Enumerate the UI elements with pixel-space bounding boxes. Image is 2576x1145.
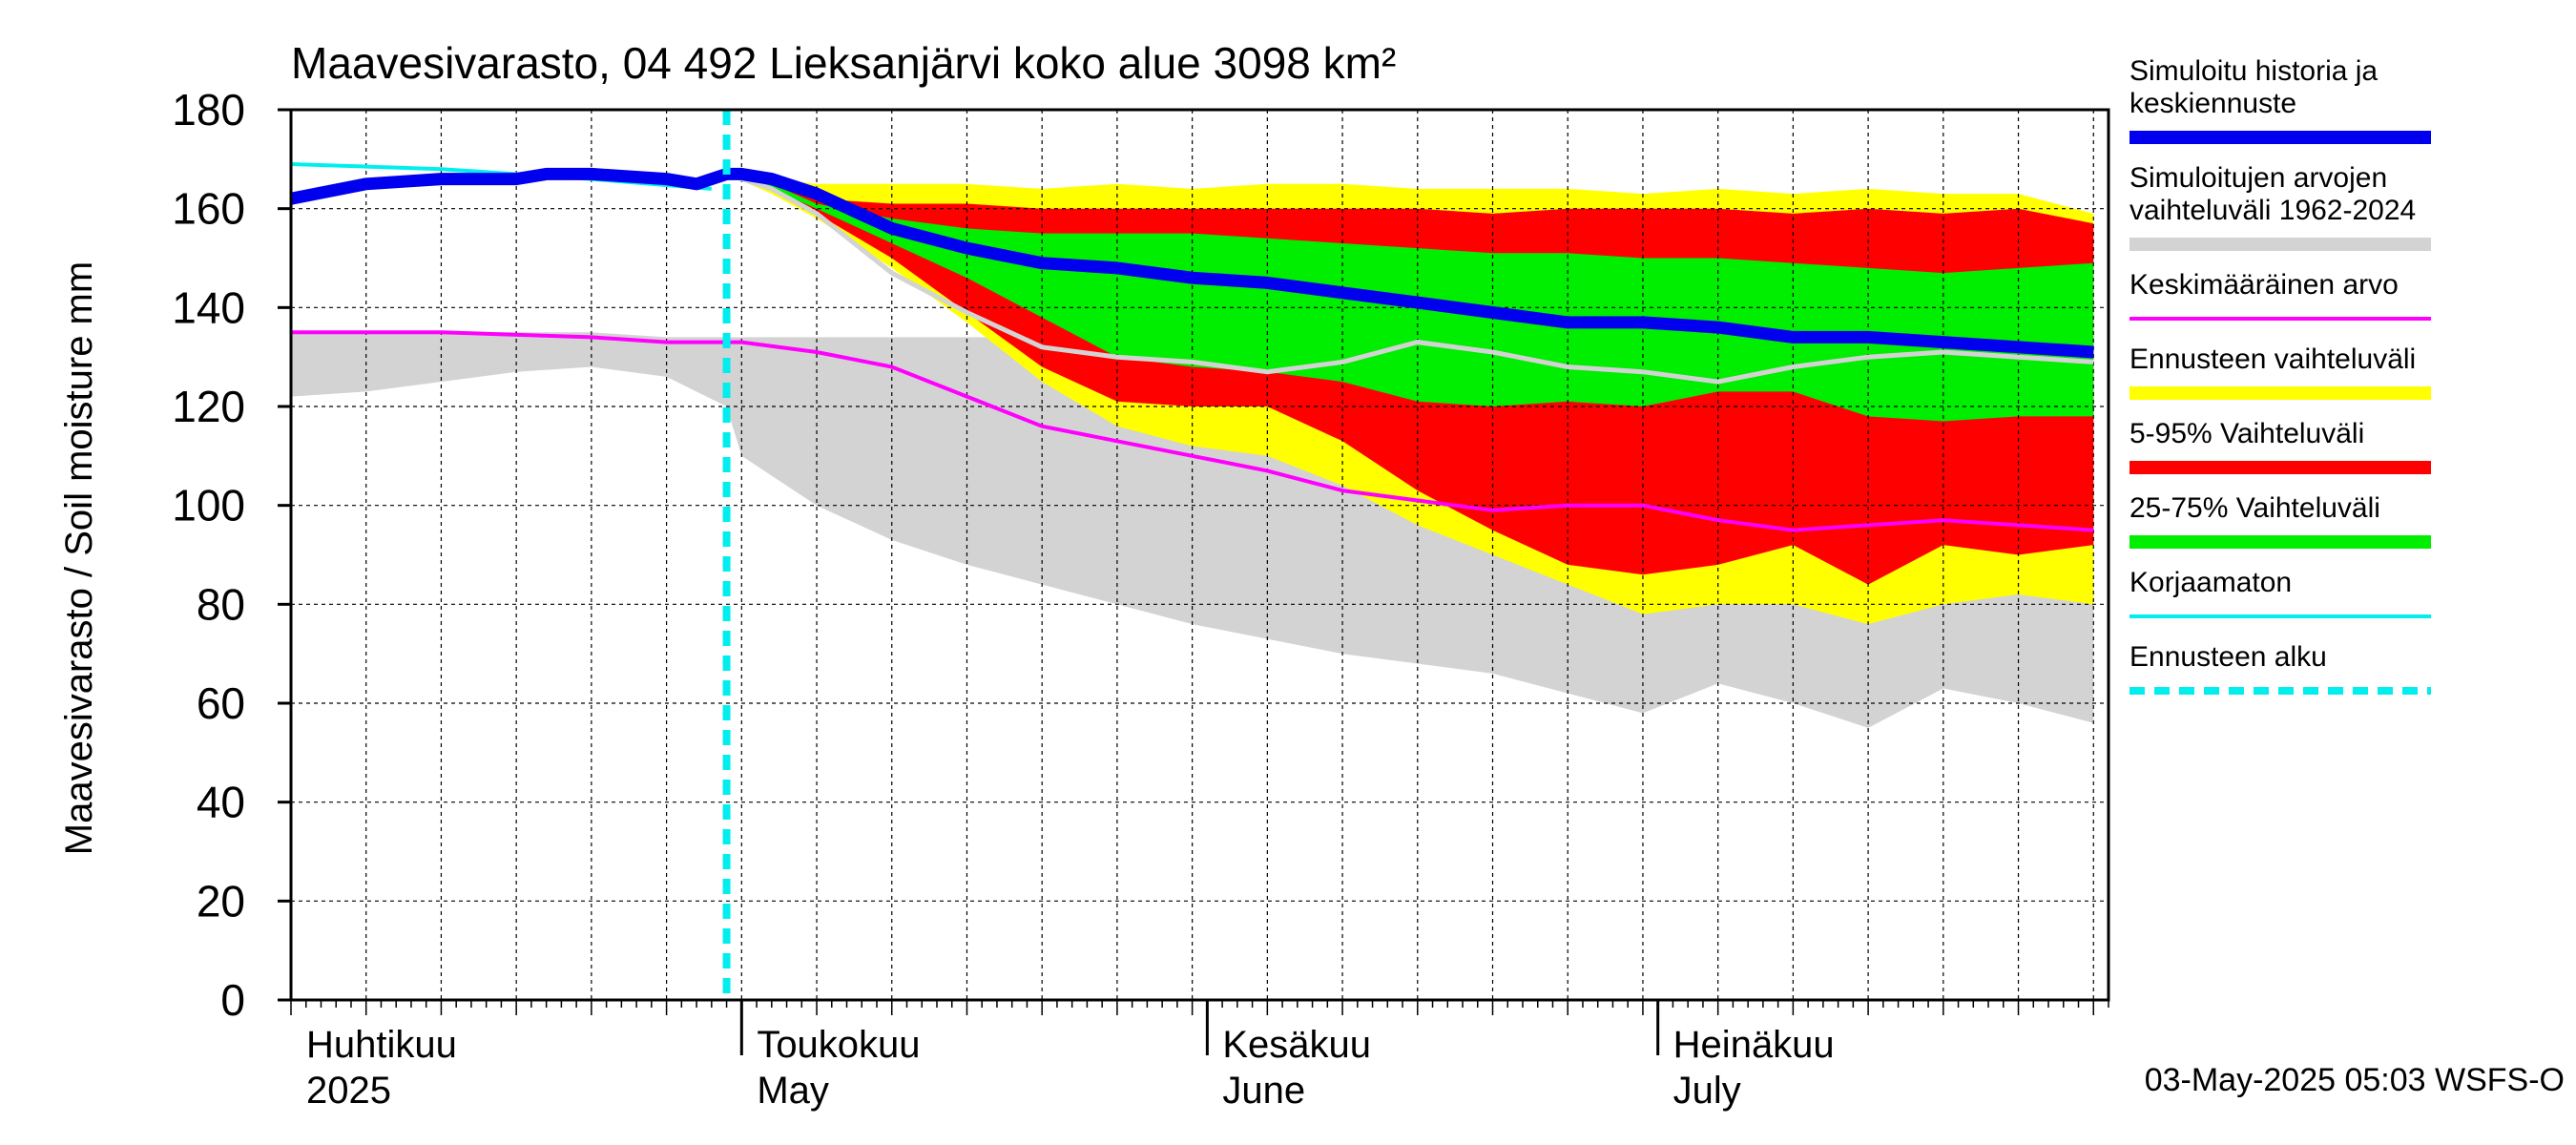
month-label-fi-2: Kesäkuu [1222, 1024, 1371, 1066]
chart-title: Maavesivarasto, 04 492 Lieksanjärvi koko… [291, 38, 1396, 88]
footer-timestamp: 03-May-2025 05:03 WSFS-O [2145, 1062, 2565, 1098]
month-label-en-3: July [1673, 1070, 1741, 1112]
y-axis-label: Maavesivarasto / Soil moisture mm [58, 261, 100, 855]
legend-label-uncorrected-0: Korjaamaton [2129, 567, 2292, 598]
month-label-en-2: June [1222, 1070, 1305, 1112]
y-tick-label-40: 40 [197, 778, 245, 827]
y-tick-label-120: 120 [172, 382, 245, 431]
month-label-en-0: 2025 [306, 1070, 391, 1112]
y-tick-label-140: 140 [172, 282, 245, 332]
legend-label-forecast_range-0: Ennusteen vaihteluväli [2129, 344, 2416, 375]
legend-label-history-0: Simuloitu historia ja [2129, 55, 2378, 87]
y-tick-label-0: 0 [220, 975, 245, 1025]
line-median-forecast [725, 172, 2094, 385]
legend-label-forecast_start-0: Ennusteen alku [2129, 641, 2327, 673]
legend-label-range_1962_2024-1: vaihteluväli 1962-2024 [2129, 195, 2416, 226]
line-mean [291, 330, 2094, 532]
y-tick-label-160: 160 [172, 184, 245, 234]
series-lines [289, 110, 2094, 1000]
month-label-fi-0: Huhtikuu [306, 1024, 457, 1066]
y-tick-label-60: 60 [197, 678, 245, 728]
y-tick-label-100: 100 [172, 481, 245, 531]
y-tick-label-20: 20 [197, 876, 245, 926]
legend-label-history-1: keskiennuste [2129, 88, 2296, 119]
legend-label-p25_75-0: 25-75% Vaihteluväli [2129, 492, 2380, 524]
legend-label-p5_95-0: 5-95% Vaihteluväli [2129, 418, 2364, 449]
legend-label-range_1962_2024-0: Simuloitujen arvojen [2129, 162, 2387, 194]
plot-frame [289, 108, 2110, 1002]
legend-label-mean-0: Keskimääräinen arvo [2129, 269, 2399, 301]
line-history-median [289, 167, 2094, 359]
month-label-fi-1: Toukokuu [757, 1024, 920, 1066]
month-label-fi-3: Heinäkuu [1673, 1024, 1835, 1066]
y-tick-label-80: 80 [197, 579, 245, 629]
y-tick-label-180: 180 [172, 85, 245, 135]
month-label-en-1: May [757, 1070, 829, 1112]
